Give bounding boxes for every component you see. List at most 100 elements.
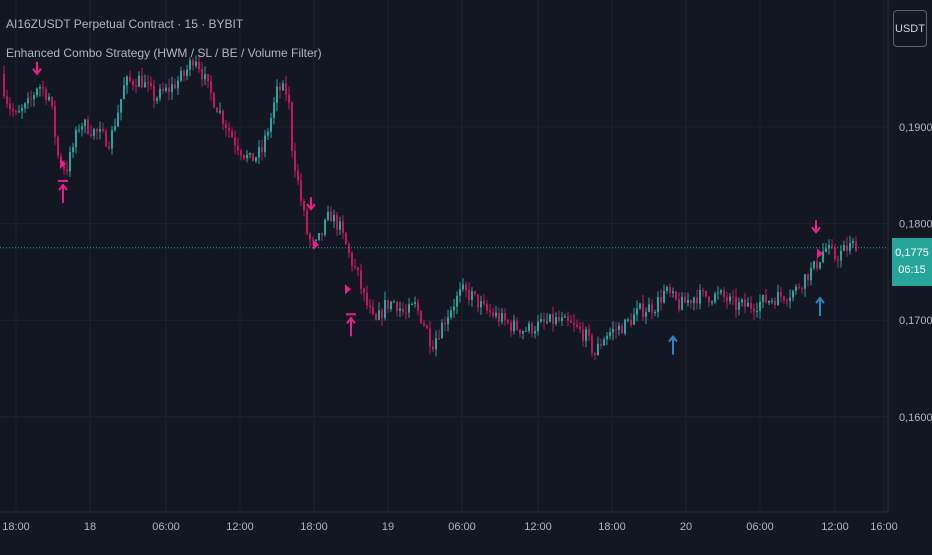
- price-tick-label: 0,1700: [899, 315, 932, 327]
- candle-body: [66, 169, 68, 172]
- candle-body: [135, 85, 137, 87]
- candle-body: [501, 313, 503, 322]
- candle-body: [558, 317, 560, 321]
- candle-body: [333, 214, 335, 222]
- candle-body: [477, 294, 479, 308]
- candle-body: [450, 310, 452, 318]
- indicator-label[interactable]: Enhanced Combo Strategy (HWM / SL / BE /…: [6, 46, 322, 60]
- candle-body: [534, 331, 536, 334]
- candle-body: [102, 129, 104, 131]
- candle-body: [600, 343, 602, 346]
- candle-body: [381, 310, 383, 319]
- candle-body: [744, 299, 746, 307]
- candle-body: [219, 110, 221, 113]
- candle-body: [330, 211, 332, 222]
- candle-body: [621, 325, 623, 334]
- candle-body: [834, 247, 836, 260]
- candle-body: [99, 129, 101, 132]
- candle-body: [645, 312, 647, 317]
- candle-body: [708, 296, 710, 303]
- candle-body: [228, 128, 230, 132]
- candle-body: [216, 107, 218, 113]
- candle-body: [498, 312, 500, 322]
- candle-body: [3, 73, 5, 97]
- candle-body: [495, 312, 497, 317]
- candle-body: [663, 290, 665, 303]
- candle-body: [12, 109, 14, 112]
- candle-body: [801, 288, 803, 290]
- candle-body: [696, 297, 698, 304]
- candle-body: [564, 316, 566, 318]
- candle-body: [303, 200, 305, 211]
- candle-body: [111, 130, 113, 149]
- candle-body: [648, 304, 650, 313]
- candle-body: [261, 147, 263, 153]
- candle-body: [69, 151, 71, 172]
- exit-triangle-icon: [817, 248, 823, 259]
- candle-body: [264, 135, 266, 153]
- candle-body: [372, 307, 374, 314]
- candle-body: [789, 297, 791, 301]
- candle-body: [474, 291, 476, 295]
- candle-body: [327, 211, 329, 220]
- candle-body: [96, 129, 98, 132]
- candle-body: [720, 290, 722, 293]
- candle-body: [537, 321, 539, 332]
- candle-body: [459, 289, 461, 296]
- candle-body: [639, 303, 641, 309]
- candle-body: [606, 335, 608, 340]
- candle-body: [552, 314, 554, 324]
- currency-button[interactable]: USDT: [893, 10, 927, 47]
- candle-body: [39, 87, 41, 89]
- candle-body: [771, 300, 773, 302]
- candle-body: [222, 110, 224, 124]
- candle-body: [153, 85, 155, 101]
- candle-body: [87, 119, 89, 134]
- candle-body: [492, 312, 494, 317]
- price-tick-label: 0,1900: [899, 122, 932, 134]
- candle-body: [588, 329, 590, 336]
- candle-body: [27, 98, 29, 104]
- long-entry-arrow-icon: [346, 316, 356, 324]
- candle-body: [831, 245, 833, 248]
- candle-body: [144, 82, 146, 88]
- time-tick-label: 18:00: [300, 521, 328, 533]
- candle-body: [504, 313, 506, 321]
- candle-body: [243, 155, 245, 159]
- candle-body: [555, 317, 557, 324]
- candle-body: [138, 75, 140, 87]
- candle-body: [849, 243, 851, 251]
- time-tick-label: 18:00: [2, 521, 30, 533]
- candle-body: [18, 111, 20, 113]
- time-scale[interactable]: [0, 512, 932, 550]
- candle-body: [774, 300, 776, 306]
- candle-body: [480, 301, 482, 308]
- candle-body: [765, 295, 767, 303]
- candle-body: [198, 61, 200, 70]
- candle-body: [762, 295, 764, 302]
- candle-body: [627, 319, 629, 321]
- candle-body: [396, 301, 398, 311]
- time-tick-label: 06:00: [746, 521, 774, 533]
- candle-body: [654, 312, 656, 314]
- candle-body: [855, 241, 857, 252]
- candle-body: [42, 87, 44, 89]
- candle-body: [543, 319, 545, 322]
- candle-body: [690, 299, 692, 304]
- candle-body: [705, 290, 707, 297]
- candle-body: [414, 302, 416, 304]
- candle-body: [357, 267, 359, 271]
- candle-body: [456, 295, 458, 307]
- time-tick-label: 12:00: [821, 521, 849, 533]
- time-tick-label: 06:00: [448, 521, 476, 533]
- candle-body: [816, 261, 818, 269]
- price-tick-label: 0,1800: [899, 219, 932, 231]
- candle-body: [117, 112, 119, 127]
- candle-body: [201, 69, 203, 80]
- candle-body: [453, 306, 455, 311]
- candle-body: [528, 323, 530, 332]
- candle-body: [231, 131, 233, 138]
- candle-body: [168, 87, 170, 92]
